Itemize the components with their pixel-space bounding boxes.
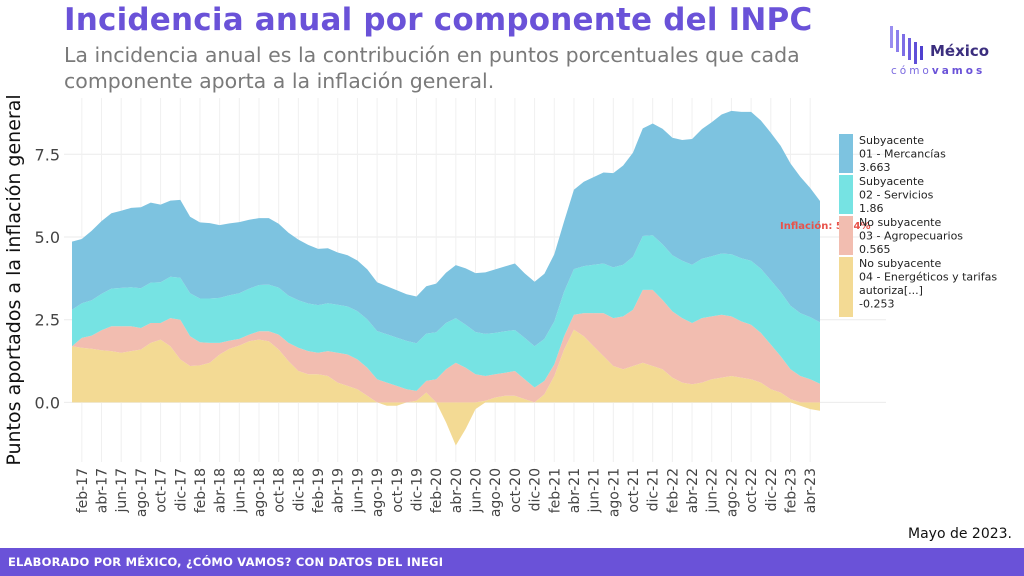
x-tick-label: ago-21: [606, 468, 622, 517]
area-series-1: [72, 110, 820, 347]
x-tick-label: jun-21: [587, 468, 603, 514]
x-tick-label: ago-20: [488, 468, 504, 517]
x-tick-label: oct-20: [508, 468, 524, 513]
x-tick-label: feb-22: [665, 468, 681, 513]
legend-swatch-1: [839, 134, 853, 173]
x-tick-label: dic-17: [173, 468, 189, 511]
x-tick-label: dic-20: [528, 468, 544, 511]
legend-label-1: Subyacente 01 - Mercancías 3.663: [859, 134, 946, 174]
legend-swatch-3: [839, 216, 853, 255]
footer-bar: ELABORADO POR MÉXICO, ¿CÓMO VAMOS? CON D…: [0, 548, 1024, 576]
x-tick-label: ago-22: [724, 468, 740, 517]
x-tick-label: feb-23: [783, 468, 799, 513]
y-tick-label: 5.0: [35, 228, 60, 247]
x-tick-label: oct-19: [390, 468, 406, 513]
chart-title: Incidencia anual por componente del INPC: [64, 2, 813, 38]
x-tick-label: dic-18: [291, 468, 307, 511]
logo-tagline: cómovamos: [891, 65, 986, 77]
x-tick-label: abr-17: [95, 468, 111, 513]
logo-bars-icon: [890, 26, 923, 64]
x-tick-label: ago-18: [252, 468, 268, 517]
x-tick-label: feb-17: [75, 468, 91, 513]
x-tick-label: dic-19: [409, 468, 425, 511]
y-tick-label: 2.5: [35, 311, 60, 330]
inflation-annotation: Inflación: 5.84%: [780, 220, 871, 232]
legend-swatch-4: [839, 257, 853, 317]
legend-swatch-2: [839, 175, 853, 214]
legend-label-4: No subyacente 04 - Energéticos y tarifas a…: [859, 257, 997, 311]
legend-label-2: Subyacente 02 - Servicios 1.86: [859, 175, 934, 215]
x-tick-label: oct-17: [154, 468, 170, 513]
x-tick-label: oct-21: [626, 468, 642, 513]
x-tick-label: feb-19: [311, 468, 327, 513]
x-tick-label: abr-23: [803, 468, 819, 513]
x-tick-label: jun-20: [469, 468, 485, 514]
x-tick-label: oct-22: [744, 468, 760, 513]
x-tick-label: abr-22: [685, 468, 701, 513]
area-series-2: [72, 235, 820, 391]
chart-subtitle: La incidencia anual es la contribución e…: [64, 43, 800, 93]
y-tick-label: 0.0: [35, 393, 60, 412]
x-tick-label: abr-19: [331, 468, 347, 513]
x-tick-label: jun-19: [350, 468, 366, 514]
x-tick-label: abr-20: [449, 468, 465, 513]
x-tick-label: jun-18: [232, 468, 248, 514]
date-note: Mayo de 2023.: [908, 526, 1012, 542]
x-tick-label: ago-19: [370, 468, 386, 517]
x-tick-label: dic-21: [646, 468, 662, 511]
x-tick-label: feb-18: [193, 468, 209, 513]
x-tick-label: jun-22: [705, 468, 721, 514]
footer-text: ELABORADO POR MÉXICO, ¿CÓMO VAMOS? CON D…: [8, 555, 444, 569]
x-tick-label: dic-22: [764, 468, 780, 511]
logo-name: México: [930, 42, 990, 60]
x-tick-label: jun-17: [114, 468, 130, 514]
logo: México cómovamos: [888, 22, 1013, 82]
y-tick-label: 7.5: [35, 145, 60, 164]
x-tick-label: ago-17: [134, 468, 150, 517]
area-series-3: [72, 289, 820, 403]
x-tick-label: feb-21: [547, 468, 563, 513]
area-series-4: [72, 329, 820, 446]
legend-label-3: No subyacente 03 - Agropecuarios 0.565: [859, 216, 963, 256]
x-tick-label: feb-20: [429, 468, 445, 513]
x-tick-label: oct-18: [272, 468, 288, 513]
x-tick-label: abr-18: [213, 468, 229, 513]
x-tick-label: abr-21: [567, 468, 583, 513]
